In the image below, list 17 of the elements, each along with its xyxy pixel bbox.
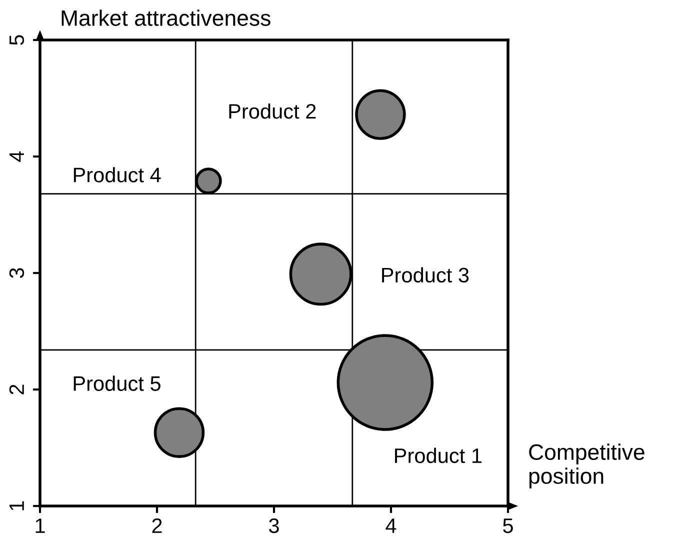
series-label: Product 2	[229, 103, 316, 119]
y-axis-title: Market attractiveness	[62, 10, 270, 26]
x-tick-label: 4	[386, 518, 396, 533]
series-label: Product 5	[74, 376, 160, 391]
y-tick-label: 5	[10, 35, 24, 45]
series-label: Product 1	[395, 448, 482, 464]
series-label: Product 4	[74, 167, 161, 182]
y-tick-label: 1	[10, 501, 24, 510]
x-tick-label: 2	[152, 518, 162, 533]
x-tick-label: 5	[503, 518, 513, 534]
x-tick-label: 1	[36, 518, 45, 533]
series-label: Product 3	[382, 267, 469, 283]
y-tick-label: 2	[9, 384, 24, 394]
x-tick-label: 3	[269, 518, 279, 534]
x-axis-title: Competitive position	[529, 444, 644, 488]
y-tick-label: 4	[10, 151, 24, 162]
y-tick-label: 3	[9, 268, 24, 278]
